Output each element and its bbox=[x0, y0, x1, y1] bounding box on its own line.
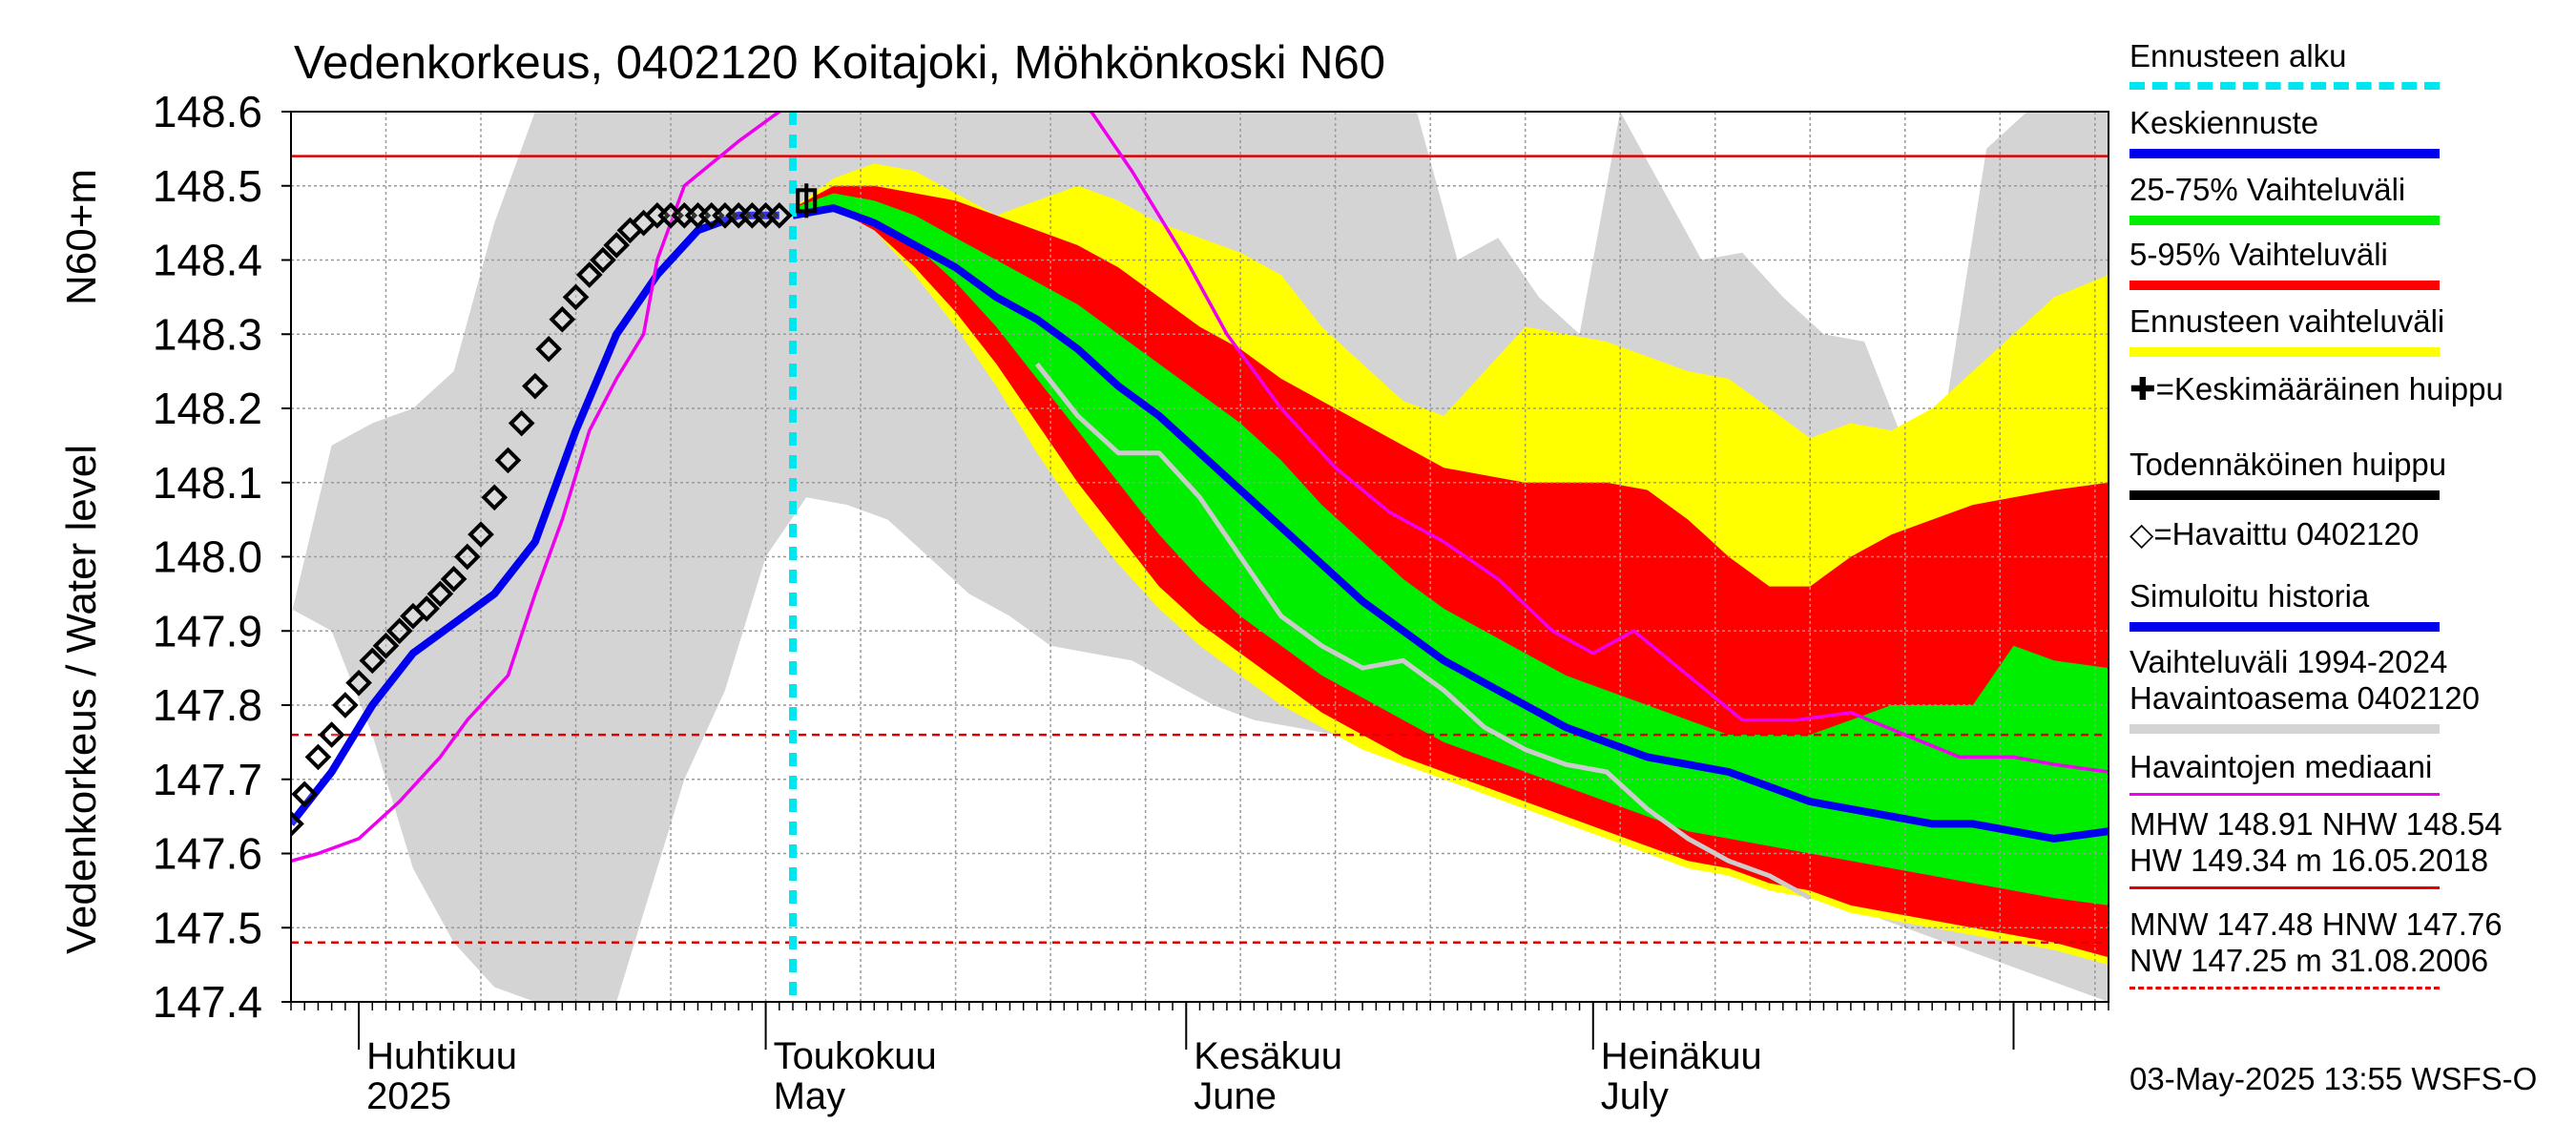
observed-point bbox=[413, 595, 440, 622]
y-axis-unit-label: N60+m bbox=[58, 169, 105, 305]
observed-point bbox=[765, 202, 793, 229]
y-tick-label: 148.3 bbox=[153, 309, 262, 359]
legend-swatch bbox=[2129, 724, 2440, 734]
y-tick-label: 148.2 bbox=[153, 384, 262, 433]
line-keskiennuste bbox=[792, 204, 2109, 843]
legend-label: Havaintoasema 0402120 bbox=[2129, 680, 2480, 716]
y-tick-label: 147.9 bbox=[153, 606, 262, 656]
observed-point bbox=[345, 669, 372, 697]
legend-label: Simuloitu historia bbox=[2129, 578, 2370, 614]
y-tick-label: 148.5 bbox=[153, 161, 262, 211]
line-simuloitu-historia-harmaa bbox=[1034, 362, 1812, 901]
x-month-label: Heinäkuu bbox=[1601, 1035, 1762, 1077]
legend-swatch bbox=[2129, 987, 2440, 989]
observed-point bbox=[522, 372, 549, 400]
line-simuloitu-historia bbox=[291, 211, 779, 826]
y-tick-label: 147.7 bbox=[153, 755, 262, 804]
observed-point bbox=[372, 632, 400, 659]
legend-label: ◇=Havaittu 0402120 bbox=[2129, 516, 2420, 552]
observed-point bbox=[440, 565, 467, 593]
observed-point bbox=[426, 580, 454, 608]
observed-point bbox=[332, 692, 359, 718]
x-month-label: Kesäkuu bbox=[1194, 1035, 1342, 1077]
observed-point bbox=[291, 810, 304, 838]
legend-swatch bbox=[2129, 793, 2440, 796]
chart-title: Vedenkorkeus, 0402120 Koitajoki, Möhkönk… bbox=[294, 37, 1385, 89]
observed-point bbox=[467, 521, 494, 549]
legend-label: ✚=Keskimääräinen huippu bbox=[2129, 371, 2503, 406]
y-axis-label: Vedenkorkeus / Water level bbox=[58, 445, 105, 954]
plot-area bbox=[291, 112, 2109, 1002]
observed-point bbox=[453, 543, 481, 571]
legend-label: Keskiennuste bbox=[2129, 105, 2319, 140]
band-25-75-vaihteluv-li bbox=[793, 193, 2109, 906]
legend-label: 25-75% Vaihteluväli bbox=[2129, 172, 2406, 207]
y-tick-label: 147.4 bbox=[153, 977, 262, 1027]
legend-swatch bbox=[2129, 82, 2440, 90]
legend-swatch bbox=[2129, 281, 2440, 290]
legend-swatch bbox=[2129, 149, 2440, 158]
y-tick-label: 148.4 bbox=[153, 236, 262, 285]
y-tick-label: 148.0 bbox=[153, 532, 262, 582]
y-tick-label: 148.6 bbox=[153, 87, 262, 136]
observed-point bbox=[535, 335, 562, 363]
y-tick-label: 147.6 bbox=[153, 829, 262, 879]
y-tick-label: 147.8 bbox=[153, 680, 262, 730]
observed-point bbox=[603, 232, 631, 259]
observed-point bbox=[494, 447, 522, 474]
observed-point bbox=[562, 283, 590, 311]
observed-point bbox=[291, 781, 319, 808]
observed-point bbox=[575, 261, 603, 288]
legend-swatch bbox=[2129, 490, 2440, 500]
observed-point bbox=[385, 617, 413, 645]
legend-label: 5-95% Vaihteluväli bbox=[2129, 237, 2388, 272]
observed-point bbox=[359, 647, 386, 675]
plot-clip-group bbox=[291, 112, 2109, 1002]
timestamp-footer: 03-May-2025 13:55 WSFS-O bbox=[2129, 1061, 2538, 1096]
observed-point bbox=[590, 246, 616, 274]
legend-swatch bbox=[2129, 216, 2440, 225]
legend-swatch bbox=[2129, 622, 2440, 632]
y-tick-label: 147.5 bbox=[153, 903, 262, 952]
legend-label: Todennäköinen huippu bbox=[2129, 447, 2447, 482]
axes: 147.4 147.5 147.6 147.7 147.8 147.9 148.0 148.1… bbox=[153, 87, 2109, 1117]
legend-label: NW 147.25 m 31.08.2006 bbox=[2129, 943, 2489, 978]
observed-point bbox=[549, 305, 576, 333]
observed-point bbox=[318, 721, 345, 748]
legend-swatch bbox=[2129, 886, 2440, 889]
legend-swatch bbox=[2129, 347, 2440, 357]
legend-label: MNW 147.48 HNW 147.76 bbox=[2129, 906, 2503, 942]
x-month-label-en: 2025 bbox=[366, 1075, 451, 1117]
observed-point bbox=[481, 484, 509, 511]
legend-label: Havaintojen mediaani bbox=[2129, 749, 2433, 784]
legend-label: HW 149.34 m 16.05.2018 bbox=[2129, 843, 2489, 878]
line-havaintojen-mediaani bbox=[291, 112, 2109, 863]
y-tick-label: 148.1 bbox=[153, 458, 262, 508]
legend-label: MHW 148.91 NHW 148.54 bbox=[2129, 806, 2503, 842]
x-month-label-en: May bbox=[774, 1075, 846, 1117]
observed-point bbox=[304, 743, 332, 771]
observed-point bbox=[508, 409, 535, 437]
x-month-label: Huhtikuu bbox=[366, 1035, 517, 1077]
legend-label: Ennusteen alku bbox=[2129, 38, 2347, 73]
x-month-label-en: June bbox=[1194, 1075, 1277, 1117]
x-month-label-en: July bbox=[1601, 1075, 1669, 1117]
legend-label: Vaihteluväli 1994-2024 bbox=[2129, 644, 2448, 679]
legend-label: Ennusteen vaihteluväli bbox=[2129, 303, 2445, 339]
x-month-label: Toukokuu bbox=[774, 1035, 937, 1077]
